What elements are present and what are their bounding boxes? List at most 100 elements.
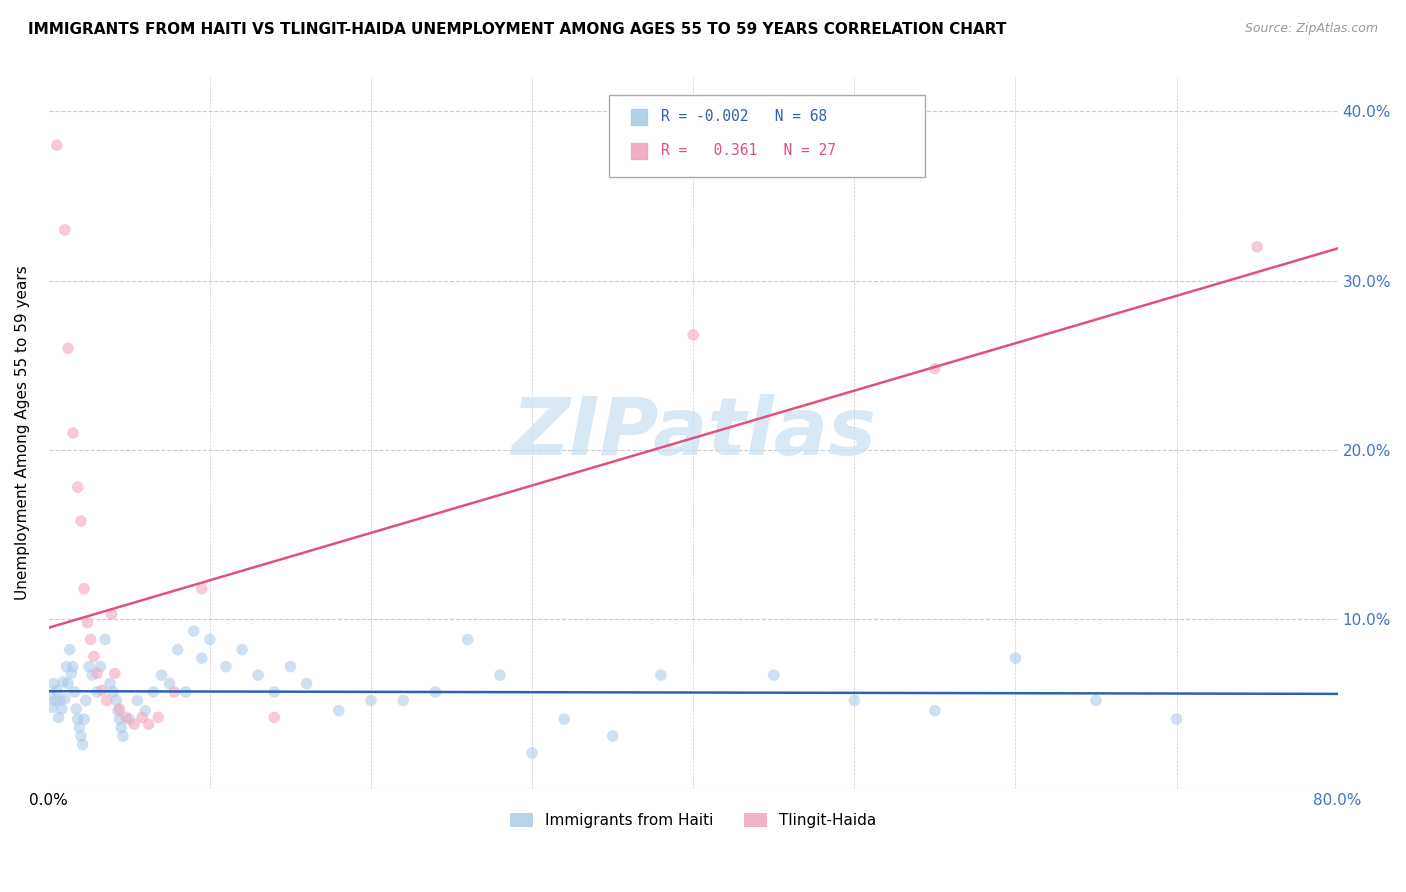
Point (59, 642, 82, 657)
Point (1004, 651, 1026, 665)
Point (56, 342, 79, 356)
Point (131, 710, 153, 724)
Point (191, 582, 214, 596)
Point (148, 710, 170, 724)
Point (924, 361, 946, 376)
Point (174, 685, 197, 699)
Point (105, 693, 128, 707)
FancyBboxPatch shape (609, 95, 925, 177)
Text: ZIPatlas: ZIPatlas (510, 394, 876, 472)
Point (650, 668, 672, 682)
Point (82, 668, 104, 682)
Point (295, 676, 318, 690)
Point (602, 729, 624, 743)
Point (56, 676, 79, 690)
Point (110, 721, 132, 735)
Point (76, 615, 98, 630)
Point (90, 683, 112, 698)
Point (86, 666, 108, 681)
Point (159, 676, 181, 690)
Point (89, 659, 111, 673)
Point (844, 693, 866, 707)
Point (39, 689, 62, 703)
Point (44, 693, 66, 707)
Point (63, 685, 86, 699)
Point (118, 712, 141, 726)
Point (520, 746, 543, 760)
Point (65, 702, 87, 716)
Point (183, 624, 205, 638)
Point (108, 712, 131, 726)
Point (48, 710, 70, 724)
Point (231, 642, 253, 657)
Point (115, 710, 138, 724)
Point (163, 685, 186, 699)
Point (762, 668, 785, 682)
Point (215, 659, 238, 673)
Point (62, 659, 84, 673)
Y-axis label: Unemployment Among Ages 55 to 59 years: Unemployment Among Ages 55 to 59 years (15, 266, 30, 600)
Point (425, 685, 447, 699)
Text: IMMIGRANTS FROM HAITI VS TLINGIT-HAIDA UNEMPLOYMENT AMONG AGES 55 TO 59 YEARS CO: IMMIGRANTS FROM HAITI VS TLINGIT-HAIDA U… (28, 22, 1007, 37)
Point (553, 712, 575, 726)
Point (98, 676, 121, 690)
Point (41, 700, 63, 714)
Point (70, 514, 93, 528)
Point (134, 704, 156, 718)
Point (457, 632, 479, 647)
Text: R = -0.002   N = 68: R = -0.002 N = 68 (661, 109, 827, 124)
Legend: Immigrants from Haiti, Tlingit-Haida: Immigrants from Haiti, Tlingit-Haida (503, 807, 883, 834)
Point (392, 693, 415, 707)
Point (75, 693, 97, 707)
Point (45, 138, 67, 153)
Point (53, 691, 76, 706)
Point (1246, 240, 1268, 254)
Point (328, 704, 350, 718)
Point (682, 327, 704, 342)
Point (108, 702, 131, 716)
Point (72, 738, 94, 752)
Point (150, 668, 173, 682)
Point (52, 674, 75, 689)
Point (60, 666, 83, 681)
Point (103, 685, 125, 699)
Point (263, 710, 285, 724)
Point (94, 632, 117, 647)
Point (67, 721, 90, 735)
Point (1084, 693, 1107, 707)
Point (1166, 712, 1188, 726)
Text: R =   0.361   N = 27: R = 0.361 N = 27 (661, 144, 837, 158)
Point (66, 480, 89, 494)
Point (51, 702, 73, 716)
Point (70, 729, 93, 743)
Point (49, 693, 72, 707)
Point (73, 582, 96, 596)
Point (53, 223, 76, 237)
Point (77, 659, 100, 673)
Point (79, 632, 101, 647)
Point (42, 676, 65, 690)
Point (166, 642, 188, 657)
Point (55, 659, 77, 673)
Point (83, 649, 105, 664)
Point (142, 685, 165, 699)
Text: Source: ZipAtlas.com: Source: ZipAtlas.com (1244, 22, 1378, 36)
Point (111, 729, 134, 743)
Point (247, 668, 270, 682)
Point (280, 659, 302, 673)
Point (66, 712, 89, 726)
Point (127, 693, 149, 707)
Point (263, 685, 285, 699)
Point (924, 704, 946, 718)
Point (198, 632, 221, 647)
Point (86, 685, 108, 699)
Point (191, 651, 214, 665)
Point (360, 693, 382, 707)
Point (138, 717, 160, 731)
Point (104, 666, 127, 681)
Point (489, 668, 512, 682)
Point (96, 693, 118, 707)
Point (45, 683, 67, 698)
Point (122, 717, 145, 731)
Point (100, 607, 122, 621)
